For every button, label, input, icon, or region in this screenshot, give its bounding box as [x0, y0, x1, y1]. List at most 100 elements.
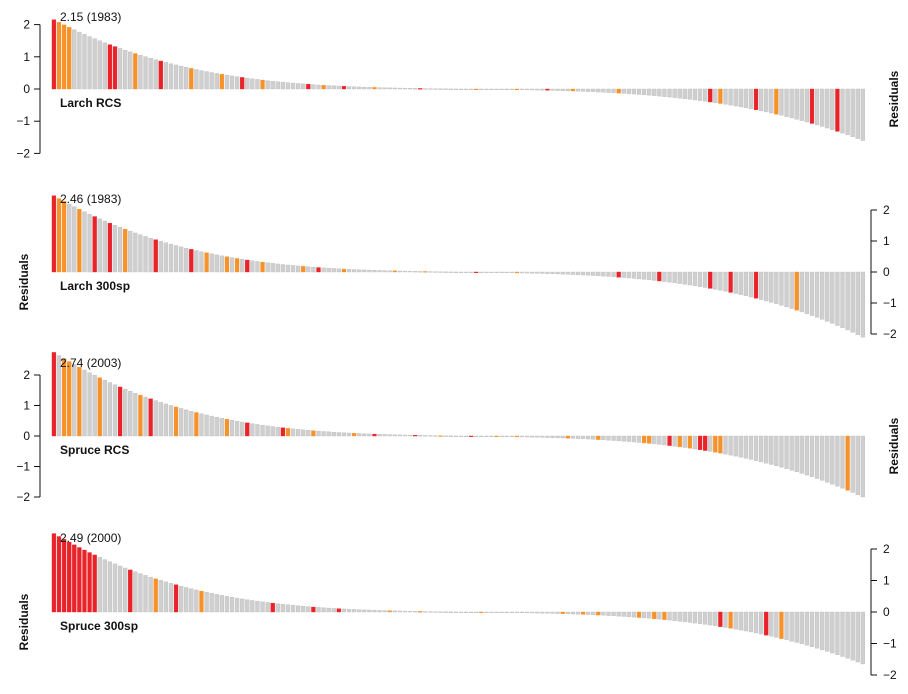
bar — [219, 255, 224, 273]
bar — [575, 271, 581, 275]
bar — [402, 610, 408, 613]
bar — [67, 541, 72, 613]
y-tick-label: 1 — [883, 574, 890, 588]
bar — [346, 86, 352, 90]
bar — [769, 611, 774, 637]
bar — [219, 595, 224, 613]
bar — [657, 271, 662, 282]
bar — [560, 271, 565, 275]
bar — [728, 88, 733, 106]
bar — [148, 58, 153, 90]
bar — [92, 375, 97, 437]
bar — [301, 83, 306, 90]
bar — [92, 38, 97, 90]
bar — [484, 611, 489, 614]
bar — [580, 88, 586, 92]
bar — [178, 246, 184, 273]
bar — [224, 256, 230, 273]
bar — [545, 611, 550, 614]
bar — [728, 435, 733, 456]
bar — [326, 268, 331, 273]
bar — [194, 250, 199, 273]
bar — [87, 213, 92, 273]
y-tick-label: 2 — [23, 18, 30, 32]
bar — [377, 87, 382, 90]
bar — [275, 263, 280, 273]
bar — [728, 271, 733, 293]
bar — [377, 610, 382, 613]
bar — [453, 271, 459, 273]
bar — [616, 271, 621, 278]
bar — [565, 271, 570, 275]
bar — [504, 271, 509, 274]
bar — [240, 259, 245, 273]
bar — [56, 22, 62, 90]
bar — [117, 386, 123, 437]
bar — [448, 88, 453, 90]
bar — [718, 88, 723, 104]
bar — [377, 434, 382, 437]
bar — [570, 611, 576, 615]
bar — [697, 435, 703, 450]
bar — [357, 269, 362, 273]
bar — [77, 31, 82, 90]
bar — [392, 270, 397, 273]
bar — [764, 271, 769, 302]
bar — [723, 271, 728, 292]
bar — [199, 413, 204, 437]
bar — [280, 427, 286, 437]
bar — [703, 611, 708, 625]
bar — [845, 435, 850, 491]
bar — [591, 271, 596, 276]
bar — [234, 420, 240, 437]
bar — [285, 604, 291, 613]
bar — [357, 433, 362, 437]
bar — [184, 587, 189, 613]
bar — [820, 435, 825, 481]
bar — [575, 88, 581, 92]
bar — [357, 609, 362, 613]
bar — [163, 403, 169, 437]
bar — [804, 611, 810, 646]
bar — [779, 271, 784, 306]
bar — [413, 435, 418, 437]
bar — [855, 435, 860, 495]
bar — [240, 598, 245, 613]
bar — [809, 435, 815, 477]
bar — [774, 88, 779, 115]
bar — [72, 206, 77, 273]
bar — [341, 432, 347, 437]
bar — [657, 88, 662, 97]
bar — [423, 435, 428, 437]
bar — [336, 268, 341, 273]
bar — [387, 610, 392, 613]
bar — [326, 431, 331, 437]
bar — [769, 88, 774, 114]
bar — [178, 585, 184, 613]
bar — [331, 85, 336, 90]
y-tick-label: −1 — [883, 296, 897, 310]
bar — [565, 88, 570, 92]
bar — [214, 73, 219, 90]
bar — [61, 539, 67, 613]
bar — [479, 611, 484, 614]
bar — [647, 271, 652, 281]
bar — [825, 271, 830, 322]
bar — [799, 435, 804, 474]
bar — [260, 425, 265, 437]
bar — [189, 68, 194, 90]
bar — [825, 611, 830, 652]
bar — [540, 88, 545, 91]
bar — [418, 611, 423, 613]
bar — [616, 611, 621, 617]
bar — [585, 611, 591, 615]
bar — [372, 610, 377, 613]
bar — [229, 75, 235, 90]
bar — [743, 271, 748, 296]
bar — [280, 264, 286, 273]
bar — [423, 271, 428, 273]
bar — [234, 258, 240, 273]
bar — [789, 88, 794, 119]
bar — [443, 611, 448, 613]
